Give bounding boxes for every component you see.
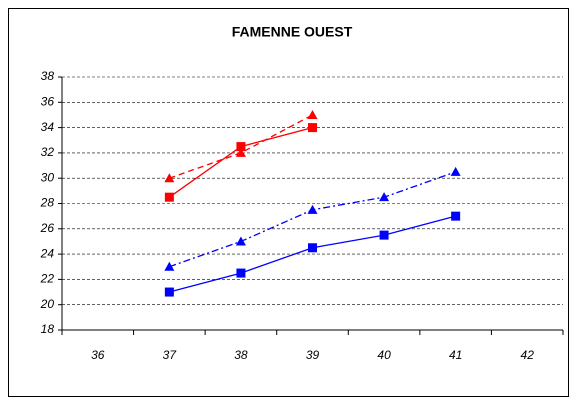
y-tick-label: 34 (41, 120, 55, 134)
y-tick-label: 38 (41, 69, 55, 83)
marker (308, 123, 317, 133)
x-tick-label: 36 (91, 348, 105, 362)
marker (379, 230, 389, 240)
marker (164, 261, 175, 271)
y-tick-label: 22 (40, 272, 55, 286)
x-tick-label: 40 (377, 348, 391, 362)
y-tick-label: 28 (40, 196, 55, 210)
x-tick-label: 41 (449, 348, 462, 362)
x-tick-label: 42 (521, 348, 535, 362)
y-tick-label: 36 (41, 94, 55, 108)
y-tick-label: 24 (40, 246, 55, 260)
marker (236, 142, 246, 152)
x-tick-label: 37 (163, 348, 178, 362)
marker (307, 204, 318, 214)
marker (451, 211, 461, 221)
marker (307, 109, 318, 119)
marker (164, 173, 175, 183)
y-tick-label: 20 (40, 297, 55, 311)
y-tick-label: 18 (41, 322, 55, 336)
y-tick-label: 30 (41, 170, 55, 184)
marker (236, 268, 246, 278)
marker (308, 243, 317, 253)
marker (235, 236, 246, 246)
y-tick-label: 32 (41, 145, 55, 159)
marker (379, 192, 390, 202)
marker (164, 192, 174, 202)
marker (164, 287, 174, 297)
chart-border (8, 8, 569, 397)
x-tick-label: 39 (306, 348, 320, 362)
x-tick-label: 38 (234, 348, 248, 362)
chart-title: FAMENNE OUEST (232, 24, 353, 40)
y-tick-label: 26 (40, 221, 55, 235)
marker (235, 147, 246, 157)
marker (450, 166, 461, 176)
